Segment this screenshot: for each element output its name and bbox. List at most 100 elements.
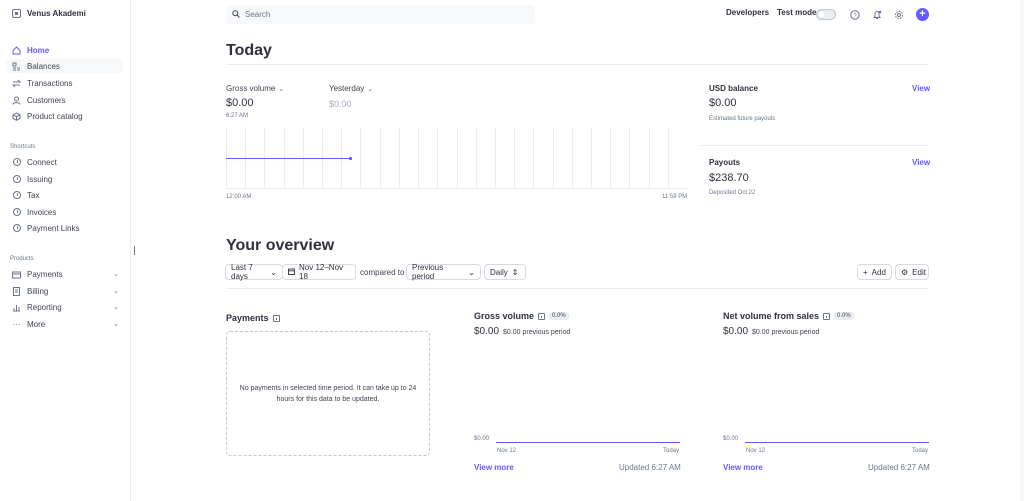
info-icon[interactable] (823, 312, 831, 320)
sidebar-item-label: Home (27, 45, 50, 55)
payouts-subtext: Deposited Oct 22 (709, 190, 756, 196)
account-switcher[interactable]: Venus Akademi (12, 9, 86, 18)
edit-overview-button[interactable]: ⚙ Edit (895, 264, 929, 280)
create-plus-button[interactable]: + (916, 8, 929, 21)
date-range-preset-label: Last 7 days (231, 263, 253, 281)
net-volume-y-label: $0.00 (723, 436, 739, 442)
net-volume-card-value-row: $0.00 $0.00 previous period (723, 326, 819, 337)
gross-volume-card-value-row: $0.00 $0.00 previous period (474, 326, 570, 337)
chevron-down-icon: ⌄ (278, 85, 285, 93)
reporting-icon (12, 303, 21, 312)
clock-icon (12, 224, 21, 233)
today-title: Today (226, 42, 272, 59)
sidebar-item-payment-links[interactable]: Payment Links (6, 221, 123, 235)
gross-volume-updated-time: Updated 6:27 AM (619, 463, 681, 472)
payments-card-title-text: Payments (226, 313, 269, 323)
date-range-picker[interactable]: Nov 12–Nov 18 (282, 263, 356, 281)
account-logo-icon (12, 9, 21, 18)
interval-select[interactable]: Daily ⇕ (484, 264, 526, 280)
net-volume-x-start: Nov 12 (746, 448, 766, 454)
svg-text:?: ? (853, 13, 857, 19)
today-volume-current-point (348, 156, 353, 161)
sidebar-item-transactions[interactable]: Transactions (6, 76, 123, 90)
sidebar-item-home[interactable]: Home (6, 43, 123, 57)
net-volume-change-badge: 0.0% (834, 312, 854, 320)
sidebar-item-label: Invoices (27, 207, 57, 217)
help-icon[interactable]: ? (849, 9, 860, 20)
page-scrollbar[interactable] (1020, 0, 1024, 501)
date-range-preset-select[interactable]: Last 7 days ⌄ (225, 263, 283, 281)
payouts-view-link[interactable]: View (912, 158, 931, 167)
account-name: Venus Akademi (27, 9, 86, 18)
sidebar-item-more[interactable]: ··· More ⌄ (6, 317, 123, 331)
search-input[interactable] (245, 10, 525, 19)
chevron-down-icon: ⌄ (113, 288, 119, 295)
chevron-down-icon: ⌄ (113, 304, 119, 311)
payments-card-title: Payments (226, 313, 280, 323)
gear-icon: ⚙ (901, 267, 909, 277)
usd-balance-view-link[interactable]: View (912, 84, 931, 93)
yesterday-selector[interactable]: Yesterday ⌄ (329, 84, 373, 93)
sidebar-item-label: Transactions (27, 78, 73, 88)
sidebar-item-issuing[interactable]: Issuing (6, 172, 123, 186)
net-volume-card-title: Net volume from sales 0.0% (723, 311, 854, 321)
info-icon[interactable] (538, 312, 546, 320)
product-catalog-icon (12, 111, 21, 121)
notifications-bell-icon[interactable] (871, 9, 882, 20)
x-axis-end-label: 11:59 PM (662, 194, 688, 200)
sidebar-item-connect[interactable]: Connect (6, 155, 123, 169)
net-volume-previous-period: $0.00 previous period (752, 329, 820, 336)
payments-icon (12, 270, 21, 279)
sidebar-item-reporting[interactable]: Reporting ⌄ (6, 300, 123, 314)
payments-empty-state: No payments in selected time period. It … (226, 331, 430, 456)
gross-volume-change-badge: 0.0% (549, 312, 569, 320)
gross-volume-x-start: Nov 12 (497, 448, 517, 454)
compare-period-select[interactable]: Previous period ⌄ (406, 263, 481, 281)
gross-volume-card-title-text: Gross volume (474, 311, 535, 321)
gear-icon[interactable] (893, 9, 904, 20)
plus-icon: + (863, 267, 868, 277)
shortcuts-heading: Shortcuts (10, 144, 36, 150)
today-volume-chart (226, 128, 687, 189)
sidebar-item-label: Reporting (27, 302, 62, 312)
divider (699, 145, 929, 146)
clock-icon (12, 158, 21, 167)
net-volume-view-more-link[interactable]: View more (723, 463, 763, 472)
balances-icon (12, 62, 21, 71)
net-volume-series-line (745, 442, 929, 443)
chevron-down-icon: ⌄ (367, 85, 374, 93)
sidebar-item-label: Billing (27, 286, 49, 296)
add-widget-button[interactable]: + Add (857, 264, 892, 280)
clock-icon (12, 208, 21, 217)
developers-link[interactable]: Developers (726, 8, 770, 17)
gross-volume-value: $0.00 (226, 97, 254, 109)
chevron-down-icon: ⌄ (113, 321, 119, 328)
payments-empty-text: No payments in selected time period. It … (239, 384, 417, 403)
overview-title: Your overview (226, 237, 335, 254)
gross-volume-selector[interactable]: Gross volume ⌄ (226, 84, 284, 93)
sidebar-item-payments[interactable]: Payments ⌄ (6, 267, 123, 281)
sidebar-item-balances[interactable]: Balances (6, 59, 123, 73)
payouts-value: $238.70 (709, 172, 749, 184)
test-mode-toggle[interactable] (816, 9, 836, 20)
sidebar-item-invoices[interactable]: Invoices (6, 205, 123, 219)
sidebar-item-label: Balances (27, 61, 60, 71)
compared-to-label: compared to (360, 268, 405, 277)
usd-balance-subtext: Estimated future payouts (709, 116, 776, 122)
sidebar-item-label: Customers (27, 95, 66, 105)
sidebar-item-label: More (27, 319, 46, 329)
customers-icon (12, 96, 21, 105)
sidebar-item-tax[interactable]: Tax (6, 188, 123, 202)
sidebar-item-product-catalog[interactable]: Product catalog (6, 109, 123, 123)
info-icon[interactable] (272, 314, 280, 322)
sidebar-resize-handle[interactable] (134, 246, 135, 255)
sidebar-item-customers[interactable]: Customers (6, 93, 123, 107)
billing-icon (12, 286, 21, 296)
usd-balance-value: $0.00 (709, 97, 737, 109)
search-bar[interactable] (226, 5, 535, 24)
date-range-label: Nov 12–Nov 18 (299, 263, 344, 281)
gross-volume-x-end: Today (663, 448, 680, 454)
clock-icon (12, 175, 21, 184)
sidebar-item-billing[interactable]: Billing ⌄ (6, 284, 123, 298)
gross-volume-view-more-link[interactable]: View more (474, 463, 514, 472)
